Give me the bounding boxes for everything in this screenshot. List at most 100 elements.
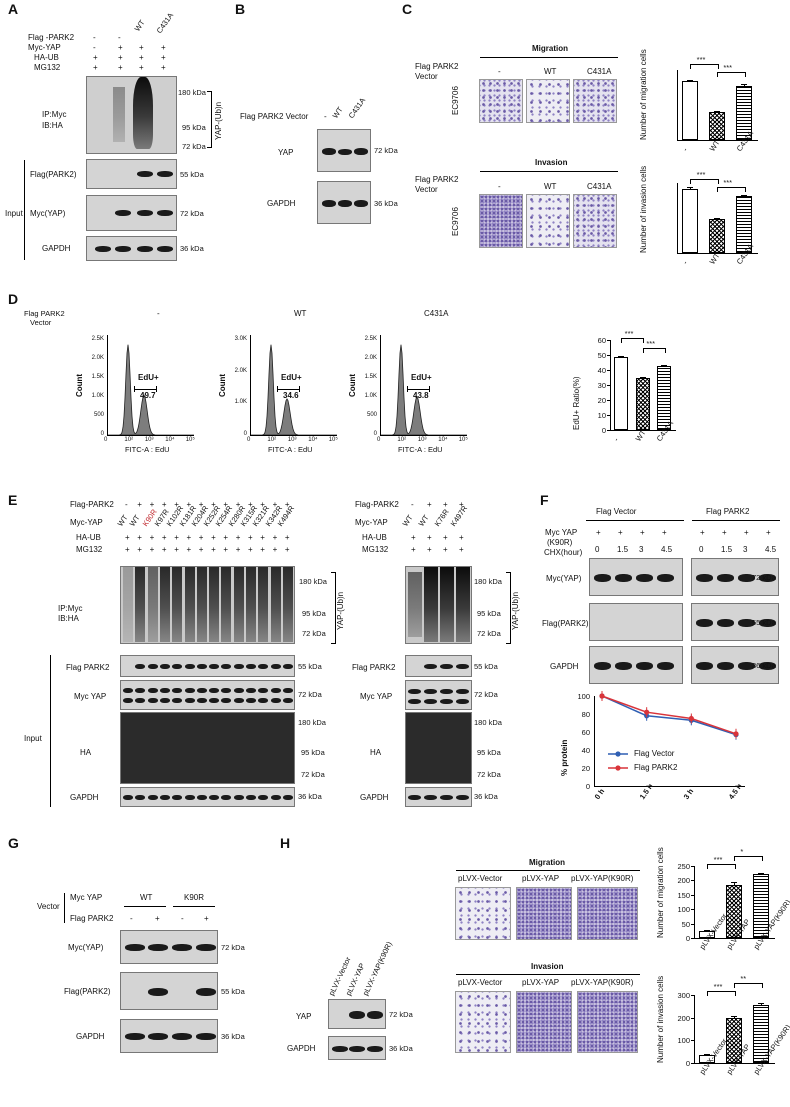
- f-b5-band-0: [696, 662, 713, 670]
- e-right-blot-gapdh: [405, 787, 472, 807]
- e-right-sign-ha-3: +: [459, 533, 464, 542]
- h-invasion-rule: [456, 974, 640, 975]
- d-gate-2: [407, 389, 429, 390]
- f-legend-label-0: Flag Vector: [634, 749, 675, 758]
- f-sign-1: +: [618, 528, 623, 537]
- chart-h-inv-sig-bracket-0: [707, 991, 736, 996]
- chart-d-bar-0: [613, 356, 628, 430]
- f-b5-band-1: [717, 662, 734, 670]
- e-left-sign-ha-3: +: [161, 533, 167, 542]
- a-label-myc-yap: Myc(YAP): [30, 209, 66, 218]
- g-label-gapdh: GAPDH: [76, 1032, 105, 1041]
- e-left-myc-band-a-9: [233, 688, 244, 693]
- a-sign-r2-c4: +: [161, 43, 166, 52]
- e-input-line: [50, 655, 51, 807]
- chart-h-mig-ytick-5: 250: [677, 862, 690, 871]
- d-ytick-2-4: 2.0K: [364, 355, 377, 361]
- e-left-myc-band-b-1: [135, 698, 146, 703]
- chart-h-mig-sig-text-1: *: [740, 847, 744, 856]
- b-mw-36: 36 kDa: [374, 199, 398, 208]
- f-rule-park2: [692, 520, 780, 521]
- h-mig-col-yap: pLVX-YAP: [522, 874, 560, 883]
- e-left-myc-band-b-5: [184, 698, 195, 703]
- f-legend-label-1: Flag PARK2: [634, 763, 678, 772]
- a-sign-r2-c1: -: [93, 43, 96, 52]
- e-left-sign-park2-2: +: [149, 500, 155, 509]
- e-left-myc-band-a-4: [172, 688, 183, 693]
- chart-h-mig-ytick-4: 200: [677, 876, 690, 886]
- e-r-mw-95b: 95 kDa: [477, 748, 501, 757]
- d-xtick-1-3: 10⁴: [308, 437, 318, 443]
- e-left-myc-band-b-12: [270, 698, 281, 703]
- g-row1: Myc YAP: [70, 893, 103, 902]
- panel-letter-h: H: [280, 835, 291, 851]
- a-row-label-3: HA-UB: [34, 53, 59, 62]
- d-col-minus: -: [157, 309, 160, 318]
- e-left-blot-gapdh: [120, 787, 295, 807]
- d-gate-r-1: [299, 386, 300, 392]
- h-mig-col-vector: pLVX-Vector: [458, 874, 503, 883]
- a-sign-r2-c3: +: [139, 43, 144, 52]
- chart-c-mig-xlabel-0: -: [680, 145, 690, 153]
- a-label-flag-park2: Flag(PARK2): [30, 170, 77, 179]
- c-col-minus: -: [498, 67, 501, 76]
- chart-h-mig-err-1: [734, 881, 735, 885]
- e-r-label-gapdh: GAPDH: [360, 793, 389, 802]
- chart-d-ytick-3: 30: [597, 381, 606, 390]
- d-edu-label-1: EdU+: [281, 373, 302, 382]
- e-row1: Flag-PARK2: [70, 500, 114, 509]
- chart-h-inv-ytick-mark-1: [691, 1040, 694, 1042]
- e-left-sign-ha-13: +: [284, 533, 290, 542]
- chart-d-axis: [610, 340, 676, 431]
- e-left-sign-ha-10: +: [248, 533, 253, 542]
- chart-h-inv-sig-text-1: **: [740, 974, 747, 983]
- f-label-flag: Flag(PARK2): [542, 619, 589, 628]
- h-inv-image-k90r: [577, 991, 638, 1053]
- d-xtick-2-4: 10⁵: [458, 437, 468, 443]
- f-b4-band-2: [636, 662, 653, 670]
- b-header: Flag PARK2 Vector: [240, 112, 309, 121]
- d-treat2: Vector: [30, 318, 52, 327]
- e-left-smear-4: [172, 567, 183, 642]
- panel-letter-f: F: [540, 492, 549, 508]
- chart-d-err-cap-0: [617, 355, 624, 357]
- f-sign-0: +: [596, 528, 601, 537]
- a-ip-line1: IP:Myc: [42, 110, 67, 119]
- e-left-bracket-label: YAP-(Ub)n: [336, 591, 345, 630]
- g-label-myc: Myc(YAP): [68, 943, 104, 952]
- chart-d-ytick-mark-2: [607, 400, 610, 401]
- f-b5-band-2: [738, 662, 755, 670]
- f-time-0: 0: [595, 545, 600, 554]
- d-ytick-0-2: 1.0K: [91, 393, 104, 399]
- chart-c-inv-err-cap-0: [687, 186, 694, 188]
- a-mw-55: 55 kDa: [180, 170, 204, 179]
- chart-c-inv-bar-1: [709, 218, 725, 253]
- d-col-c431a: C431A: [424, 309, 449, 318]
- d-flow-curve-0: [108, 344, 194, 435]
- c-invasion-chart: - WT C431A Number of invasion cells *** ***: [627, 165, 767, 280]
- c-col-minus-inv: -: [498, 182, 501, 191]
- g-sign-1: -: [130, 914, 133, 923]
- chart-d-ytick-mark-5: [607, 355, 610, 356]
- d-flow-curve-1: [251, 344, 337, 435]
- h-mig-image-yap: [516, 887, 572, 940]
- e-r-mw-95: 95 kDa: [477, 609, 501, 618]
- chart-h-mig-sig-bracket-0: [707, 864, 736, 869]
- e-right-ip-blot: [405, 566, 472, 644]
- chart-c-mig-sig-text-0: ***: [696, 55, 706, 64]
- d-gate-r-0: [156, 386, 157, 392]
- e-left-myc-band-b-3: [159, 698, 170, 703]
- e-left-gapdh-band-8: [221, 795, 232, 800]
- e-left-flag-band-7: [209, 664, 220, 669]
- e-right-sign-mg-0: +: [411, 545, 416, 554]
- d-xlabel-1: FITC-A : EdU: [268, 445, 313, 454]
- e-left-sign-park2-6: +: [198, 500, 204, 509]
- g-rule-wt: [124, 906, 166, 907]
- a-mw-72b: 72 kDa: [180, 209, 204, 218]
- e-input-label: Input: [24, 734, 42, 743]
- chart-c-inv-axis: [677, 183, 758, 254]
- chart-h-inv-err-cap-0: [704, 1054, 711, 1056]
- a-mw-95: 95 kDa: [182, 123, 206, 132]
- e-left-smear-8: [221, 567, 232, 642]
- c-col-wt: WT: [544, 67, 557, 76]
